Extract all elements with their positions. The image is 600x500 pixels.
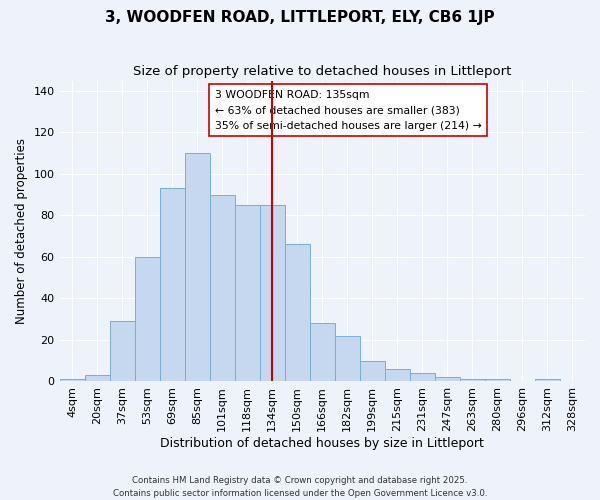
Bar (310, 324, 335, 382)
Bar (110, 322, 134, 382)
Bar (360, 360, 385, 382)
Bar (460, 380, 485, 382)
Bar (134, 257, 160, 382)
Bar (160, 188, 185, 382)
Bar (85, 375, 110, 382)
Bar (535, 380, 560, 382)
Text: Contains HM Land Registry data © Crown copyright and database right 2025.
Contai: Contains HM Land Registry data © Crown c… (113, 476, 487, 498)
Text: 3 WOODFEN ROAD: 135sqm
← 63% of detached houses are smaller (383)
35% of semi-de: 3 WOODFEN ROAD: 135sqm ← 63% of detached… (215, 90, 481, 131)
Bar (185, 153, 209, 382)
Bar (435, 378, 460, 382)
Bar (209, 194, 235, 382)
Bar (260, 205, 285, 382)
Bar (385, 369, 410, 382)
Bar (335, 336, 360, 382)
Title: Size of property relative to detached houses in Littleport: Size of property relative to detached ho… (133, 65, 511, 78)
Bar (410, 373, 435, 382)
X-axis label: Distribution of detached houses by size in Littleport: Distribution of detached houses by size … (160, 437, 484, 450)
Bar (485, 380, 510, 382)
Bar (59, 380, 85, 382)
Bar (285, 244, 310, 382)
Y-axis label: Number of detached properties: Number of detached properties (15, 138, 28, 324)
Text: 3, WOODFEN ROAD, LITTLEPORT, ELY, CB6 1JP: 3, WOODFEN ROAD, LITTLEPORT, ELY, CB6 1J… (105, 10, 495, 25)
Bar (235, 205, 260, 382)
